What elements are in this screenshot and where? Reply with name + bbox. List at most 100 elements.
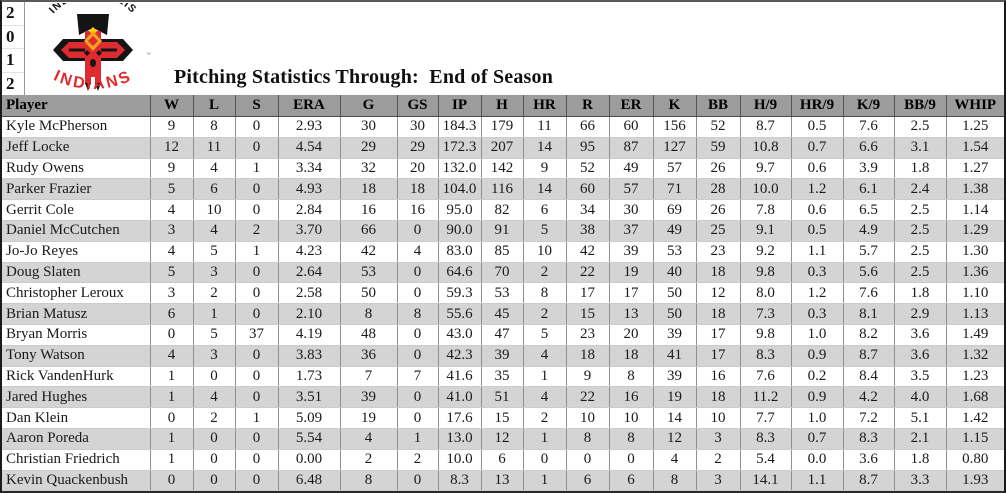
stat-cell: 42 bbox=[566, 241, 610, 263]
stat-cell: 104.0 bbox=[438, 178, 482, 201]
stat-cell: 0 bbox=[235, 449, 279, 471]
stat-cell: 19 bbox=[609, 262, 654, 284]
stat-cell: 22 bbox=[566, 262, 610, 284]
stat-cell: 23 bbox=[696, 241, 741, 263]
stat-cell: 53 bbox=[653, 241, 697, 263]
stat-cell: 3.83 bbox=[278, 345, 341, 367]
table-row: Christian Friedrich 1 0 0 0.00 2 2 10.0 6 0 0 0 4 2 5.… bbox=[2, 449, 1004, 471]
player-name-cell: Aaron Poreda bbox=[2, 428, 151, 450]
stat-cell: 1.54 bbox=[946, 137, 1004, 159]
stat-cell: 7 bbox=[340, 366, 398, 388]
stat-cell: 8.2 bbox=[843, 324, 895, 346]
stat-cell: 0 bbox=[235, 345, 279, 367]
stat-cell: 69 bbox=[653, 199, 697, 221]
column-header: K bbox=[653, 95, 697, 117]
stat-cell: 57 bbox=[653, 158, 697, 180]
stat-cell: 0.9 bbox=[791, 386, 844, 409]
stat-cell: 18 bbox=[696, 262, 741, 284]
stat-cell: 2.58 bbox=[278, 282, 341, 305]
year-column: 2 0 1 2 bbox=[2, 2, 25, 95]
stat-cell: 4 bbox=[523, 386, 567, 409]
stat-cell: 4.54 bbox=[278, 137, 341, 159]
stat-cell: 10 bbox=[566, 407, 610, 429]
stat-cell: 20 bbox=[609, 324, 654, 346]
table-row: Aaron Poreda 1 0 0 5.54 4 1 13.0 12 1 8 8 12 3 8.3 0.7 8… bbox=[2, 428, 1004, 450]
stat-cell: 10 bbox=[609, 407, 654, 429]
stat-cell: 37 bbox=[609, 220, 654, 242]
player-name-cell: Bryan Morris bbox=[2, 324, 151, 346]
stat-cell: 11.2 bbox=[740, 386, 792, 409]
stat-cell: 1.1 bbox=[791, 241, 844, 263]
player-name-cell: Kyle McPherson bbox=[2, 116, 151, 138]
stat-cell: 19 bbox=[340, 407, 398, 429]
table-row: Kyle McPherson 9 8 0 2.93 30 30 184.3 179 11 66 60 1… bbox=[2, 116, 1004, 138]
stat-cell: 1 bbox=[150, 366, 194, 388]
stat-cell: 19 bbox=[653, 386, 697, 409]
stat-cell: 0.00 bbox=[278, 449, 341, 471]
stat-cell: 52 bbox=[696, 116, 741, 138]
stat-cell: 41 bbox=[653, 345, 697, 367]
stat-cell: 4 bbox=[193, 386, 236, 409]
stat-cell: 1.30 bbox=[946, 241, 1004, 263]
player-name-cell: Jared Hughes bbox=[2, 386, 151, 409]
stat-cell: 14 bbox=[523, 137, 567, 159]
stat-cell: 0 bbox=[235, 366, 279, 388]
player-name-cell: Christopher Leroux bbox=[2, 282, 151, 305]
stats-table-body: Kyle McPherson 9 8 0 2.93 30 30 184.3 179 11 66 60 1… bbox=[2, 116, 1004, 491]
stat-cell: 8.3 bbox=[843, 428, 895, 450]
stat-cell: 1 bbox=[523, 470, 567, 491]
stat-cell: 1.23 bbox=[946, 366, 1004, 388]
stat-cell: 0 bbox=[193, 366, 236, 388]
stat-cell: 29 bbox=[397, 137, 439, 159]
stat-cell: 5.1 bbox=[894, 407, 947, 429]
stat-cell: 3 bbox=[696, 428, 741, 450]
stat-cell: 0.7 bbox=[791, 137, 844, 159]
stat-cell: 53 bbox=[340, 262, 398, 284]
stat-cell: 8.3 bbox=[438, 470, 482, 491]
year-digit: 1 bbox=[2, 49, 24, 73]
column-header: GS bbox=[397, 95, 439, 117]
stat-cell: 5 bbox=[193, 324, 236, 346]
stat-cell: 142 bbox=[481, 158, 524, 180]
stat-cell: 16 bbox=[397, 199, 439, 221]
stat-cell: 1.2 bbox=[791, 178, 844, 201]
column-header: HR bbox=[523, 95, 567, 117]
stat-cell: 30 bbox=[609, 199, 654, 221]
stat-cell: 2 bbox=[523, 303, 567, 325]
stat-cell: 0 bbox=[397, 282, 439, 305]
stat-cell: 3 bbox=[193, 262, 236, 284]
table-row: Brian Matusz 6 1 0 2.10 8 8 55.6 45 2 15 13 50 18 7.3 0… bbox=[2, 303, 1004, 325]
stat-cell: 2 bbox=[340, 449, 398, 471]
stats-table-header: Player W L S ERA G GS IP H HR R ER K BB H/9 HR/9 K/9 BB/9… bbox=[2, 95, 1004, 117]
stat-cell: 1.14 bbox=[946, 199, 1004, 221]
stat-cell: 0 bbox=[523, 449, 567, 471]
stat-cell: 0.6 bbox=[791, 199, 844, 221]
stat-cell: 48 bbox=[340, 324, 398, 346]
stat-cell: 9 bbox=[150, 116, 194, 138]
stat-cell: 42 bbox=[340, 241, 398, 263]
stat-cell: 4.19 bbox=[278, 324, 341, 346]
stat-cell: 17 bbox=[566, 282, 610, 305]
stat-cell: 4.0 bbox=[894, 386, 947, 409]
stat-cell: 39 bbox=[340, 386, 398, 409]
stat-cell: 0 bbox=[397, 470, 439, 491]
stat-cell: 8 bbox=[340, 470, 398, 491]
stat-cell: 13.0 bbox=[438, 428, 482, 450]
stat-cell: 95 bbox=[566, 137, 610, 159]
stat-cell: 2 bbox=[397, 449, 439, 471]
stat-cell: 10.8 bbox=[740, 137, 792, 159]
stat-cell: 11 bbox=[193, 137, 236, 159]
table-row: Jared Hughes 1 4 0 3.51 39 0 41.0 51 4 22 16 19 18 11.… bbox=[2, 386, 1004, 409]
table-row: Jeff Locke 12 11 0 4.54 29 29 172.3 207 14 95 87 127… bbox=[2, 137, 1004, 159]
sheet-header: 2 0 1 2 bbox=[2, 2, 1004, 95]
stat-cell: 9.1 bbox=[740, 220, 792, 242]
stat-cell: 0.3 bbox=[791, 303, 844, 325]
stat-cell: 22 bbox=[566, 386, 610, 409]
stat-cell: 59.3 bbox=[438, 282, 482, 305]
stat-cell: 9 bbox=[523, 158, 567, 180]
stat-cell: 26 bbox=[696, 158, 741, 180]
stat-cell: 0 bbox=[150, 324, 194, 346]
stat-cell: 34 bbox=[566, 199, 610, 221]
stat-cell: 38 bbox=[566, 220, 610, 242]
